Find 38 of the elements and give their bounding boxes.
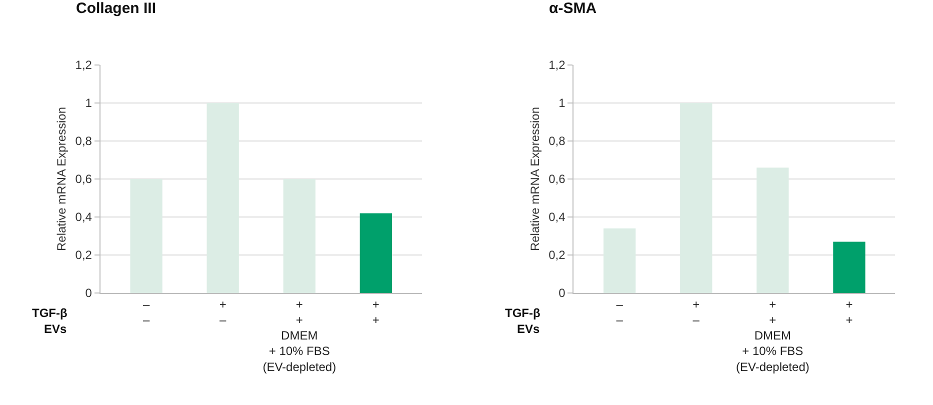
x-tick-label: + – xyxy=(219,297,226,327)
bar xyxy=(130,179,162,293)
y-tick-label: 0,4 xyxy=(548,210,566,224)
y-tick-label: 1,2 xyxy=(75,58,92,72)
y-axis-title: Relative mRNA Expression xyxy=(528,106,542,252)
y-tick-label: 0 xyxy=(85,286,92,300)
text: EVs xyxy=(517,322,540,336)
y-tick-label: 0,4 xyxy=(75,210,92,224)
text: EVs xyxy=(44,322,68,336)
bar xyxy=(283,179,316,293)
text: TGF-β xyxy=(505,306,540,320)
y-tick-label: 0,8 xyxy=(548,134,566,148)
text: TGF-β xyxy=(32,306,68,320)
y-tick-label: 0,6 xyxy=(75,172,92,186)
x-tick-label: + + xyxy=(846,297,853,327)
y-tick-label: 0,6 xyxy=(548,172,566,186)
bar xyxy=(833,242,866,293)
y-tick-label: 1 xyxy=(558,96,566,110)
x-tick-label: + + DMEM + 10% FBS (EV-depleted) xyxy=(736,297,810,374)
bar xyxy=(360,213,392,293)
chart-title: α-SMA xyxy=(549,0,597,17)
x-tick-label: – – xyxy=(616,297,624,327)
y-tick-label: 1 xyxy=(85,96,92,110)
y-tick-label: 0 xyxy=(558,286,566,300)
x-tick-label: + + xyxy=(372,297,380,327)
y-tick-label: 0,2 xyxy=(75,248,92,262)
y-tick-label: 0,2 xyxy=(548,248,566,262)
y-tick-label: 0,8 xyxy=(75,134,92,148)
bar xyxy=(680,103,712,293)
x-tick-label: + – xyxy=(692,297,700,327)
x-tick-label: + + DMEM + 10% FBS (EV-depleted) xyxy=(262,297,336,374)
chart-title: Collagen III xyxy=(76,0,156,17)
y-tick-label: 1,2 xyxy=(548,58,566,72)
x-tick-label: – – xyxy=(142,297,150,327)
bar xyxy=(604,228,636,293)
bar xyxy=(206,103,239,293)
y-axis-title: Relative mRNA Expression xyxy=(54,106,69,252)
bar xyxy=(756,168,789,293)
